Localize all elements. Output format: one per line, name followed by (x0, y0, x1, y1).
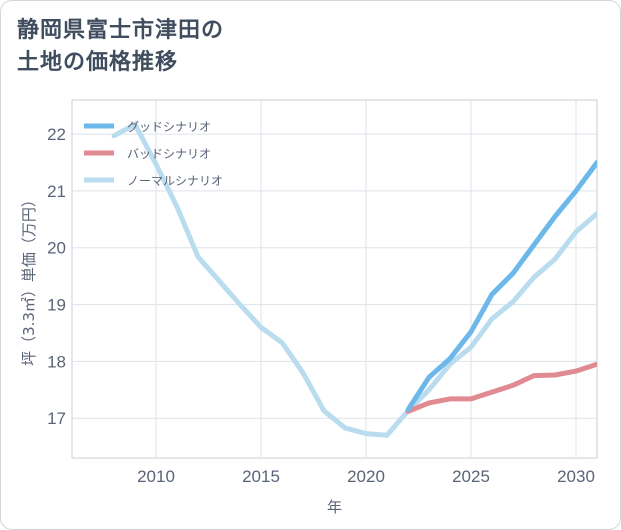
x-axis-label: 年 (327, 498, 342, 516)
y-tick-label: 19 (47, 296, 66, 315)
x-tick-label: 2015 (242, 467, 280, 486)
series-line-1 (405, 160, 597, 413)
y-tick-label: 21 (47, 182, 66, 201)
y-tick-label: 17 (47, 409, 66, 428)
x-tick-label: 2025 (452, 467, 490, 486)
legend-label-1: グッドシナリオ (127, 120, 211, 134)
y-tick-label: 22 (47, 125, 66, 144)
y-tick-label: 18 (47, 352, 66, 371)
chart-title: 静岡県富士市津田の 土地の価格推移 (17, 15, 224, 79)
series-lines (111, 121, 597, 438)
legend-label-2: バッドシナリオ (127, 147, 211, 161)
series-line-3 (111, 121, 597, 438)
series-line-2 (405, 361, 597, 414)
y-tick-label: 20 (47, 239, 66, 258)
x-tick-label: 2030 (557, 467, 595, 486)
x-tick-label: 2010 (137, 467, 175, 486)
x-tick-label: 2020 (347, 467, 385, 486)
legend-label-3: ノーマルシナリオ (127, 174, 223, 188)
chart-title-line-2: 土地の価格推移 (17, 50, 179, 75)
y-axis-label: 坪（3.3㎡）単価（万円） (20, 192, 38, 366)
chart-title-line-1: 静岡県富士市津田の (17, 18, 225, 43)
tick-labels: 2010 2015 2020 2025 2030 17 18 19 20 21 22 (47, 125, 595, 486)
